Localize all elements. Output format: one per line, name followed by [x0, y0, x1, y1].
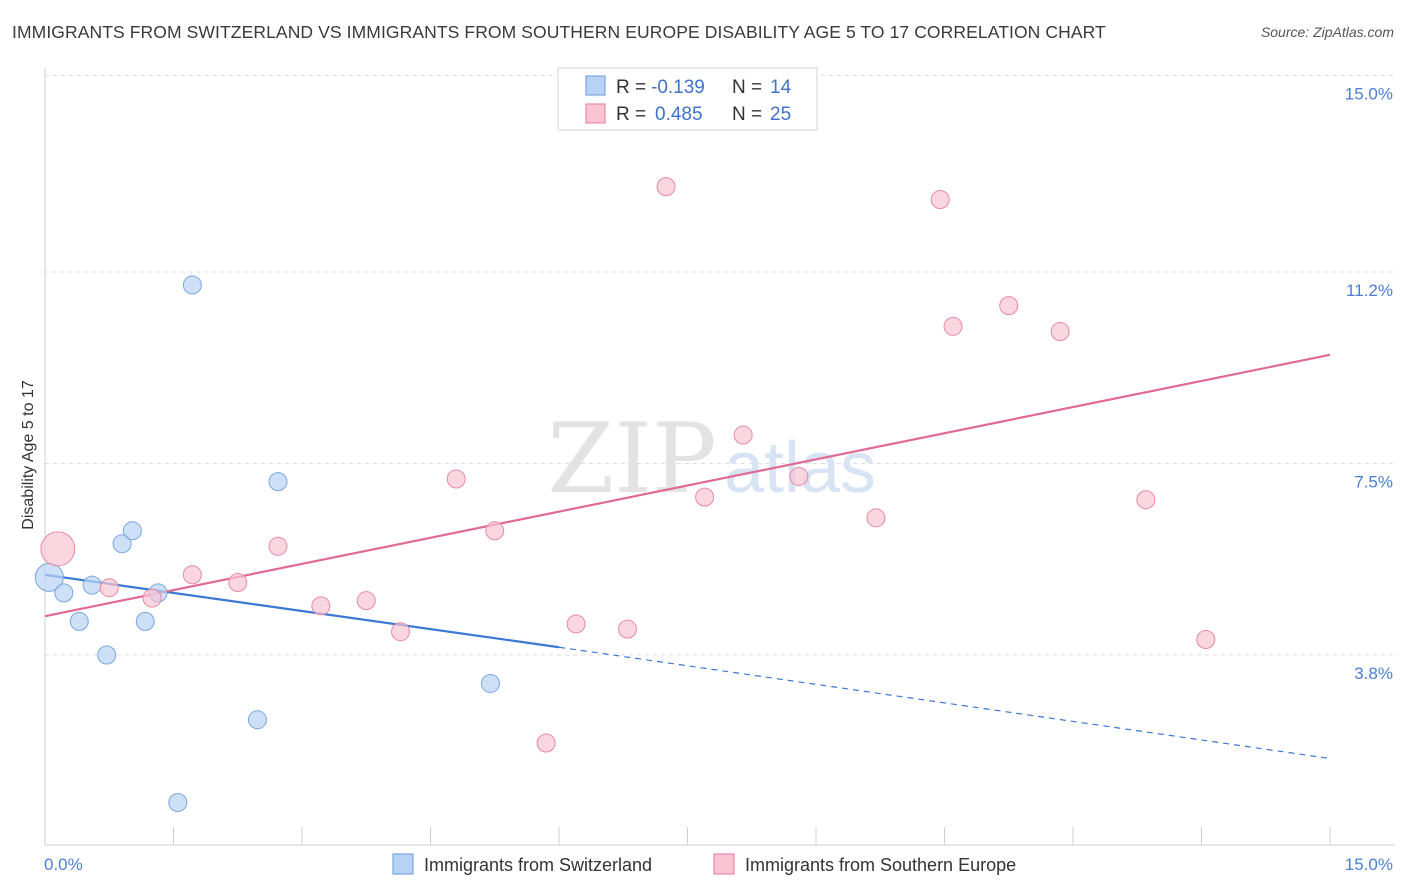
legend-n-value-pink: 25	[770, 104, 791, 125]
pink-data-point	[99, 578, 119, 598]
blue-trend-extension	[558, 646, 1331, 760]
y-tick-label: 3.8%	[1354, 664, 1393, 683]
x-tick-labels: 0.0% 15.0%	[44, 855, 1393, 874]
blue-trend-line	[44, 573, 560, 649]
bottom-legend-swatch-pink	[713, 853, 735, 875]
pink-data-point	[695, 487, 715, 507]
legend-swatch-blue	[585, 75, 606, 96]
pink-data-point	[1050, 322, 1070, 342]
legend-n-label-pink: N =	[732, 104, 762, 125]
pink-data-point	[142, 588, 162, 608]
pink-data-point	[268, 536, 288, 556]
y-tick-label: 15.0%	[1345, 84, 1393, 103]
pink-data-point	[40, 531, 76, 567]
grid-lines	[45, 74, 1395, 656]
pink-data-point	[733, 425, 753, 445]
bottom-legend: Immigrants from Switzerland Immigrants f…	[392, 853, 1016, 875]
pink-data-point	[999, 296, 1019, 316]
pink-data-point	[311, 596, 331, 616]
pink-trend-line	[44, 353, 1331, 618]
blue-data-point	[112, 534, 132, 554]
bottom-legend-label-blue: Immigrants from Switzerland	[424, 855, 652, 875]
y-axis-label: Disability Age 5 to 17	[20, 380, 37, 530]
pink-data-point	[1136, 490, 1156, 510]
pink-data-point	[182, 565, 202, 585]
blue-data-point	[182, 275, 202, 295]
blue-data-point	[168, 793, 188, 813]
pink-data-point	[391, 622, 411, 642]
blue-data-point	[247, 710, 267, 730]
pink-data-point	[446, 469, 466, 489]
blue-data-point	[135, 611, 155, 631]
legend: R = -0.139 N = 14 R = 0.485 N = 25	[557, 67, 818, 131]
x-tick-label-max: 15.0%	[1345, 855, 1393, 874]
y-tick-labels: 3.8% 7.5% 11.2% 15.0%	[1345, 84, 1393, 683]
bottom-legend-label-pink: Immigrants from Southern Europe	[745, 855, 1016, 875]
legend-r-label-pink: R =	[616, 104, 646, 125]
data-points	[34, 177, 1216, 813]
x-tick-label-min: 0.0%	[44, 855, 83, 874]
legend-r-value-pink: 0.485	[655, 104, 703, 125]
blue-data-point	[97, 645, 117, 665]
y-tick-label: 11.2%	[1346, 281, 1393, 300]
blue-data-point	[54, 583, 74, 603]
blue-data-point	[480, 673, 500, 693]
source-label: Source: ZipAtlas.com	[1260, 24, 1394, 40]
pink-data-point	[485, 521, 505, 541]
y-tick-label: 7.5%	[1354, 473, 1393, 492]
pink-data-point	[866, 508, 886, 528]
legend-r-value-blue: -0.139	[651, 77, 705, 98]
watermark-zip: ZIP	[547, 403, 716, 515]
pink-data-point	[1196, 629, 1216, 649]
legend-r-label-blue: R =	[616, 77, 646, 98]
legend-n-value-blue: 14	[770, 77, 792, 98]
pink-data-point	[228, 573, 248, 593]
blue-data-point	[268, 472, 288, 492]
watermark: ZIP atlas	[547, 403, 876, 515]
bottom-legend-swatch-blue	[392, 853, 414, 875]
blue-data-point	[69, 611, 89, 631]
pink-data-point	[789, 466, 809, 486]
pink-data-point	[618, 619, 638, 639]
chart-title: IMMIGRANTS FROM SWITZERLAND VS IMMIGRANT…	[12, 22, 1106, 42]
pink-data-point	[943, 316, 963, 336]
pink-data-point	[356, 591, 376, 611]
legend-n-label-blue: N =	[732, 77, 762, 98]
pink-data-point	[566, 614, 586, 634]
pink-data-point	[536, 733, 556, 753]
trend-lines	[44, 353, 1331, 760]
blue-data-point	[122, 521, 142, 541]
pink-data-point	[656, 177, 676, 197]
pink-data-point	[930, 190, 950, 210]
blue-data-point	[82, 575, 102, 595]
legend-swatch-pink	[585, 103, 606, 124]
axes	[44, 68, 1395, 846]
